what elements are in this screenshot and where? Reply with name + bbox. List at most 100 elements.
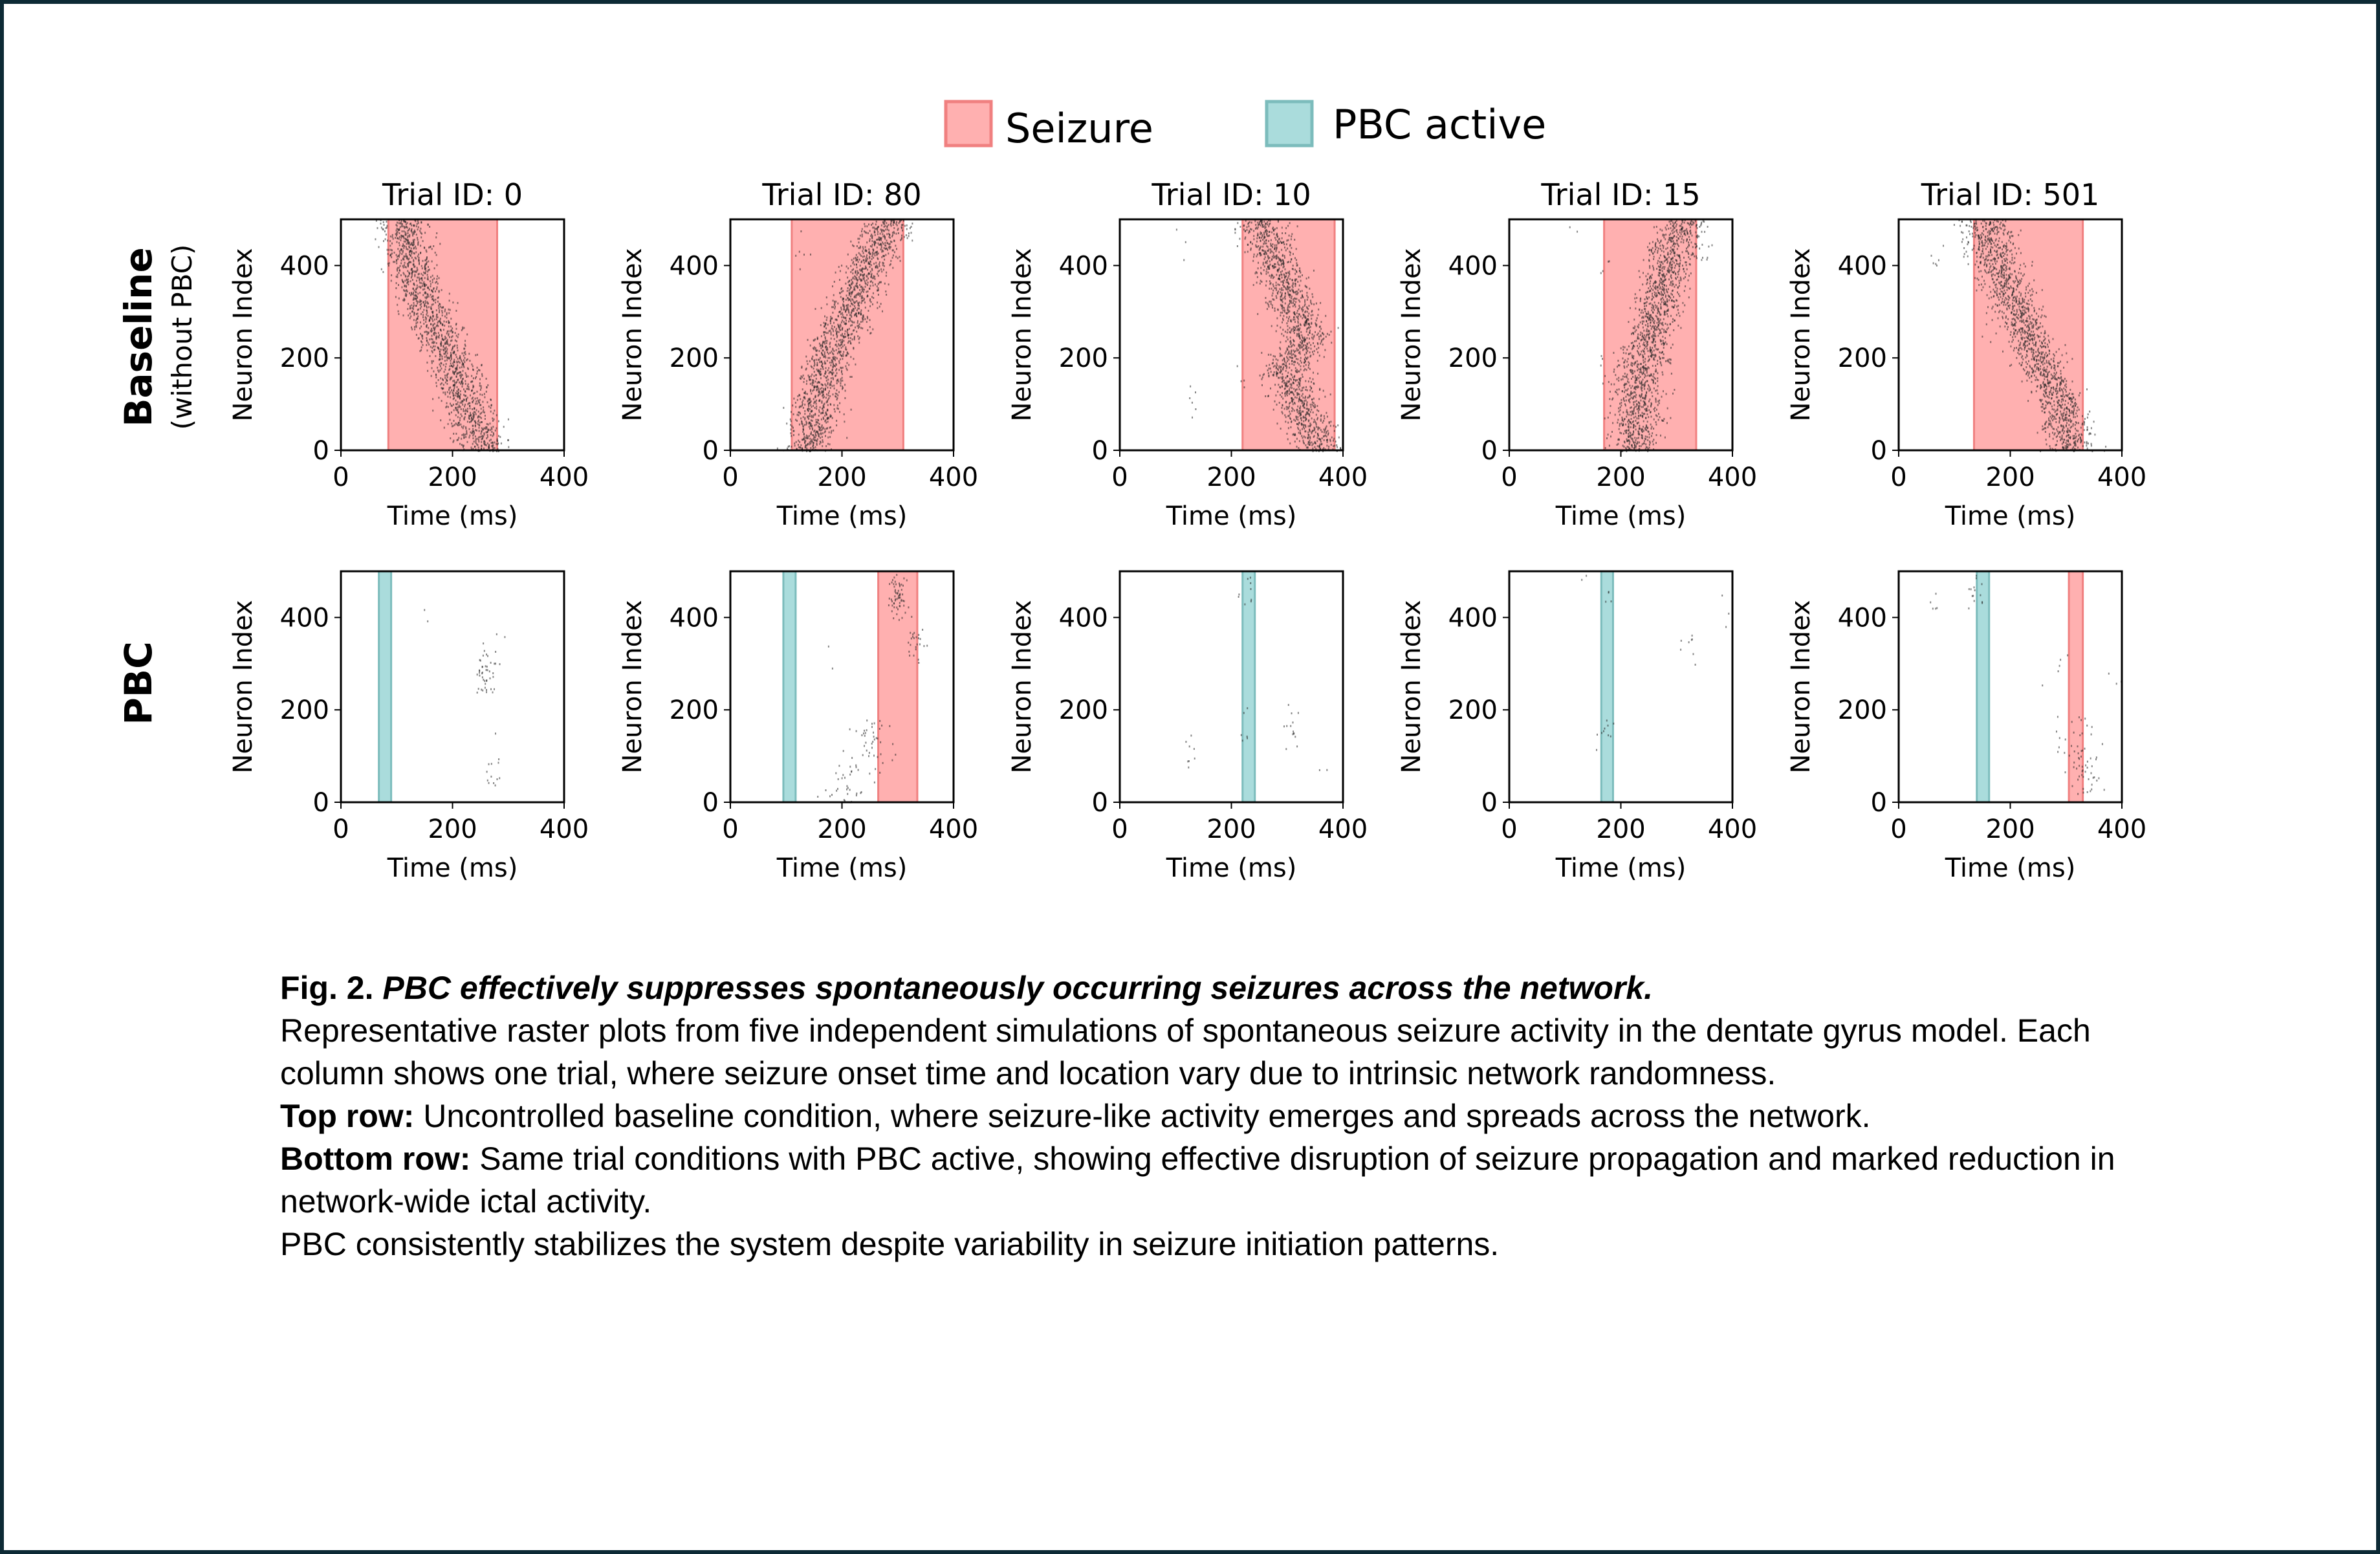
spike (420, 305, 422, 308)
spike (899, 605, 901, 607)
spike (1327, 430, 1329, 432)
spike (820, 367, 822, 370)
spike (1276, 366, 1278, 369)
spike (1304, 315, 1306, 318)
spike (470, 431, 472, 433)
spike (830, 415, 832, 417)
spike (1316, 440, 1318, 443)
spike (873, 738, 875, 741)
spike (852, 329, 854, 332)
spike (1309, 424, 1311, 427)
spike (1324, 395, 1326, 398)
spike (1298, 276, 1300, 278)
spike (1298, 410, 1300, 412)
spike (1270, 371, 1272, 373)
spike (858, 307, 860, 310)
spike (1284, 246, 1285, 249)
spike (420, 282, 422, 285)
spike (461, 380, 463, 382)
spike (470, 446, 472, 449)
spike (1296, 437, 1298, 440)
spike (1273, 276, 1275, 278)
spike (1269, 263, 1271, 266)
spike (833, 303, 835, 306)
spike (820, 437, 822, 439)
spike (901, 598, 902, 601)
spike (1289, 270, 1291, 273)
spike (817, 358, 819, 361)
spike (791, 445, 792, 448)
spike (441, 337, 443, 340)
spike (1296, 745, 1298, 748)
spike (1296, 270, 1297, 272)
spike (877, 283, 879, 285)
spike (463, 425, 464, 428)
spike (404, 261, 406, 264)
spike (1633, 444, 1635, 446)
spike (1285, 275, 1287, 278)
spike (480, 387, 482, 389)
spike (387, 239, 389, 242)
spike (1308, 312, 1310, 315)
spike (1306, 318, 1307, 321)
spike (1296, 325, 1297, 328)
spike (465, 408, 467, 411)
spike (420, 252, 422, 254)
spike (818, 350, 820, 353)
spike (472, 408, 474, 410)
spike (891, 249, 893, 252)
spike (443, 426, 445, 429)
spike (1267, 353, 1269, 356)
spike (1289, 402, 1291, 404)
spike (853, 338, 855, 341)
spike (1281, 294, 1283, 296)
spike-group (776, 219, 913, 452)
spike (804, 390, 806, 393)
spike (1265, 272, 1267, 275)
spike (462, 362, 463, 364)
spike (1319, 388, 1321, 390)
y-axis-label: Neuron Index (618, 248, 648, 421)
spike (895, 245, 897, 247)
spike (834, 300, 835, 303)
spike (1284, 360, 1285, 363)
spike (824, 355, 826, 357)
spike (1285, 391, 1287, 394)
spike (424, 331, 426, 333)
spike (1265, 284, 1267, 287)
spike (451, 422, 453, 425)
spike (1314, 404, 1316, 406)
spike (1273, 373, 1274, 376)
spike (402, 250, 404, 252)
spike (888, 235, 890, 238)
spike (810, 442, 812, 444)
spike (891, 604, 893, 607)
pbc-active-span (378, 570, 393, 804)
spike (1301, 373, 1303, 376)
spike (466, 410, 468, 412)
spike (402, 257, 404, 259)
spike (857, 256, 858, 259)
spike (801, 366, 803, 368)
spike (1262, 263, 1264, 266)
spike (1297, 281, 1299, 283)
spike (486, 691, 487, 694)
spike (481, 444, 483, 447)
spike (456, 423, 458, 426)
spike (1293, 318, 1294, 321)
spike (439, 334, 440, 336)
spike (861, 279, 863, 281)
spike (1282, 266, 1284, 268)
spike (472, 434, 474, 437)
spike (865, 248, 867, 251)
spike (1288, 287, 1290, 289)
spike (1291, 410, 1293, 412)
spike (856, 282, 858, 285)
spike (413, 294, 415, 297)
spike (833, 387, 835, 389)
spike (479, 378, 481, 380)
spike (837, 394, 839, 397)
spike (829, 329, 831, 332)
spike (455, 322, 457, 325)
spike (1652, 441, 1654, 443)
